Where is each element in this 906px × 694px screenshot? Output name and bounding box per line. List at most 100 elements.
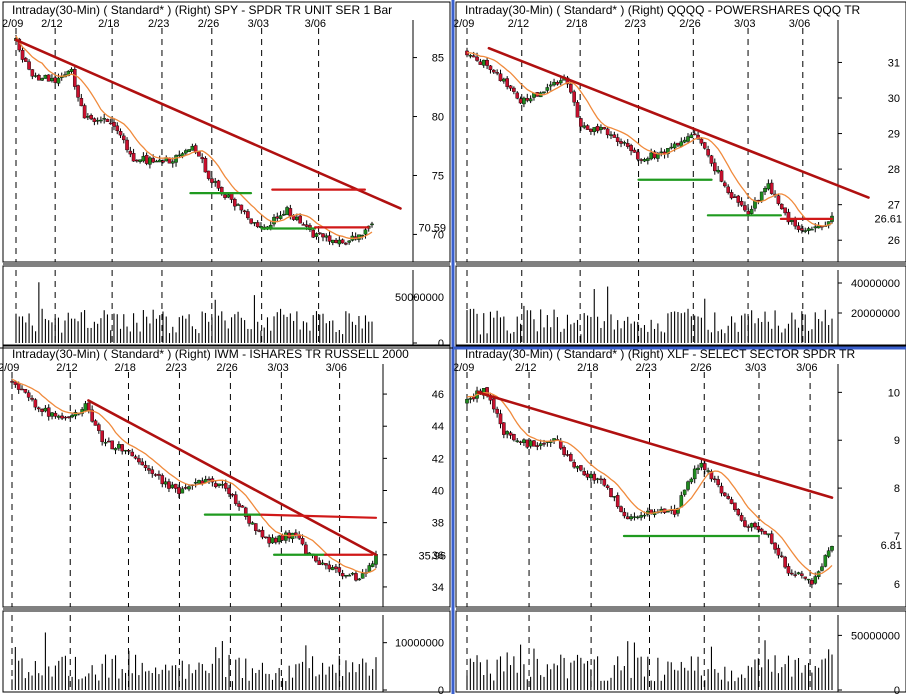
iwm-candle [347,574,352,577]
iwm-candle [50,412,54,417]
xlf-volume-tick-label: 0 [894,685,900,694]
xlf-candle [763,530,767,535]
spy-candle [131,153,136,162]
xlf-date-label: 2/09 [453,362,474,374]
iwm-candle [16,383,21,390]
spy-candle [229,193,234,200]
iwm-date-label: 2/23 [165,362,186,374]
spy-candle [314,233,319,237]
iwm-candle [70,414,74,418]
xlf-candle [810,580,814,585]
iwm-candle [143,464,148,469]
iwm-candle [223,483,228,489]
xlf-candle [575,466,580,469]
xlf-candle [579,465,583,471]
qqqq-candle [706,149,710,156]
iwm-candle [170,484,175,488]
qqqq-candle [712,162,717,172]
iwm-candle [314,555,318,562]
qqqq-candle [488,65,493,70]
spy-date-label: 3/06 [305,18,326,30]
qqqq-date-label: 2/18 [566,18,587,30]
spy-candle [105,118,110,122]
qqqq-candle [659,151,664,154]
qqqq-candle [629,145,633,152]
xlf-candle [599,478,603,481]
xlf-candle [719,485,724,494]
iwm-last-price-label: 35.96 [418,550,446,562]
xlf-candle [639,515,643,518]
spy-candle [76,85,80,98]
iwm-candle [357,578,362,581]
xlf-candle [582,471,587,476]
xlf-candle [622,511,627,517]
iwm-candle [344,575,348,577]
qqqq-candle [491,69,496,73]
iwm-candle [133,456,138,459]
spy-volume-tick-label: 0 [438,338,444,350]
spy-candle [99,119,103,122]
spy-candle [154,160,159,163]
spy-date-label: 2/18 [98,18,119,30]
spy-candle [216,180,221,189]
qqqq-candle [723,182,727,187]
qqqq-candle [555,82,560,85]
qqqq-candle [572,91,576,103]
xlf-candle [495,408,499,414]
qqqq-candle [806,228,811,231]
qqqq-candle [475,56,479,61]
iwm-candle [56,415,61,418]
xlf-chart-title: Intraday(30-Min) ( Standard* ) (Right) X… [465,347,855,361]
xlf-candle [702,463,707,470]
xlf-date-label: 2/26 [690,362,711,374]
spy-candle [213,181,218,183]
qqqq-date-label: 2/09 [453,18,474,30]
iwm-candle [123,449,128,452]
xlf-candle [615,495,620,507]
iwm-date-label: 2/26 [216,362,237,374]
qqqq-candle [749,208,754,214]
spy-candle [102,118,106,120]
xlf-candle [542,443,546,445]
xlf-candle [629,516,633,520]
qqqq-candle [522,97,526,105]
xlf-candle [773,542,777,550]
spy-candle [86,116,90,118]
spy-candle [148,157,152,165]
xlf-candle [813,576,818,584]
xlf-candle [632,516,637,518]
spy-candle [272,216,276,225]
xlf-candle [726,495,730,499]
iwm-date-label: 3/03 [267,362,288,374]
iwm-candle [130,451,135,457]
iwm-candle [337,567,342,573]
iwm-candle [40,409,44,412]
iwm-candle [260,529,265,538]
xlf-candle [572,461,576,468]
qqqq-candle [779,203,784,210]
qqqq-candle [498,73,503,82]
xlf-price-tick-label: 6 [894,579,900,591]
xlf-candle [796,572,801,575]
qqqq-candle [796,225,801,230]
qqqq-candle [790,220,794,222]
iwm-candle [220,484,225,486]
qqqq-candle [632,149,637,153]
spy-candle [174,155,178,163]
xlf-candle [605,485,610,488]
qqqq-candle [766,183,771,190]
qqqq-candle [582,125,587,128]
xlf-candle [793,574,797,576]
xlf-moving-average [466,392,833,575]
spy-candle [285,207,289,216]
spy-candle [298,215,302,224]
iwm-candle [30,397,34,400]
iwm-candle [217,483,221,486]
spy-candle [311,229,316,238]
iwm-candle [46,407,51,417]
xlf-candle [766,533,771,536]
xlf-date-label: 3/06 [796,362,817,374]
spy-trendline-line [14,38,402,210]
spy-candle [331,239,335,243]
